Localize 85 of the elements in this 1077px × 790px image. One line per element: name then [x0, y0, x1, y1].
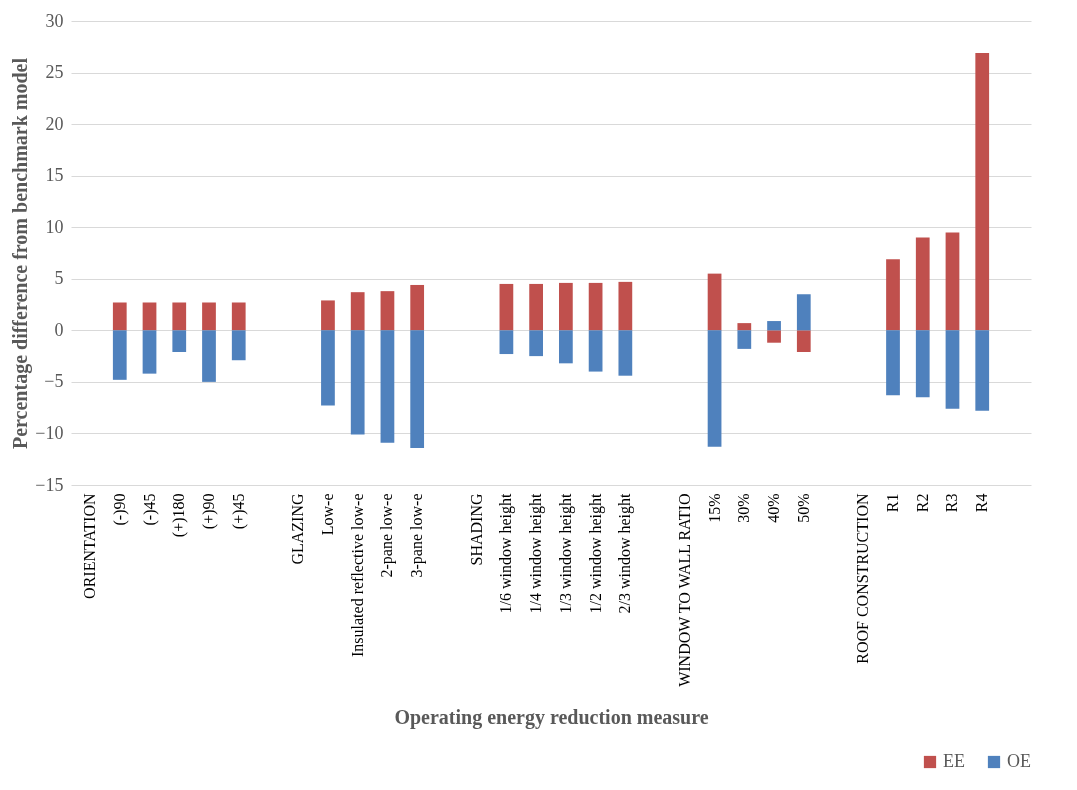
- bar: [321, 300, 335, 331]
- bar: [231, 330, 246, 361]
- bar: [380, 330, 395, 443]
- bar: [410, 330, 425, 448]
- x-tick-label: (+)180: [170, 493, 189, 538]
- y-tick-label: 5: [54, 268, 64, 289]
- bar: [707, 330, 722, 447]
- bar: [767, 321, 781, 331]
- bar: [529, 283, 544, 331]
- bar: [172, 330, 187, 352]
- x-tick-label: Insulated reflective low-e: [348, 493, 366, 657]
- bar: [499, 330, 514, 355]
- bar: [945, 232, 960, 331]
- y-axis-title: Percentage difference from benchmark model: [9, 57, 33, 450]
- y-tick-label: −10: [35, 422, 64, 443]
- x-tick-label: 3-pane low-e: [408, 493, 427, 578]
- legend-label: EE: [943, 751, 965, 771]
- y-tick-label: 15: [45, 165, 64, 186]
- bar: [588, 330, 603, 372]
- y-tick-label: 25: [45, 62, 64, 83]
- bar: [796, 294, 811, 331]
- x-tick-label: (-)90: [110, 493, 129, 526]
- bar: [172, 302, 187, 331]
- y-tick-label: 10: [45, 216, 64, 237]
- y-tick-label: −15: [35, 474, 64, 495]
- x-tick-label: 1/2 window height: [586, 492, 605, 614]
- bar: [499, 283, 514, 331]
- x-tick-label: 50%: [794, 493, 812, 523]
- bar: [618, 281, 633, 331]
- x-tick-label: 40%: [765, 493, 783, 523]
- bar: [112, 330, 127, 380]
- bar: [886, 330, 900, 396]
- x-tick-label: WINDOW TO WALL RATIO: [675, 493, 693, 687]
- bar: [142, 302, 157, 331]
- x-tick-label: 2/3 window height: [616, 492, 635, 614]
- x-tick-label: 2-pane low-e: [378, 493, 397, 578]
- x-tick-label: 1/6 window height: [497, 492, 516, 614]
- bar: [707, 273, 722, 331]
- bar: [767, 330, 781, 343]
- bar: [410, 284, 425, 331]
- bar: [529, 330, 544, 357]
- x-tick-label: 15%: [705, 493, 723, 523]
- bar: [142, 330, 157, 374]
- bar: [202, 330, 216, 382]
- bar: [886, 259, 900, 331]
- x-tick-label: ORIENTATION: [81, 493, 99, 599]
- y-tick-label: −5: [44, 371, 64, 392]
- bar: [796, 330, 811, 352]
- x-tick-label: (+)90: [199, 493, 218, 530]
- x-tick-label: Low-e: [318, 493, 336, 536]
- y-tick-label: 0: [54, 319, 64, 340]
- bar: [975, 52, 990, 331]
- y-tick-label: 20: [45, 113, 64, 134]
- x-axis-title: Operating energy reduction measure: [394, 705, 709, 729]
- bar: [618, 330, 633, 376]
- x-tick-label: 1/4 window height: [527, 492, 546, 614]
- bar: [112, 302, 127, 331]
- bar: [231, 302, 246, 331]
- y-tick-label: 30: [45, 10, 64, 31]
- x-tick-label: 1/3 window height: [556, 492, 575, 614]
- bar: [915, 330, 930, 398]
- bar: [558, 330, 573, 364]
- bar: [202, 302, 216, 331]
- bar: [737, 330, 752, 349]
- bar: [915, 237, 930, 331]
- x-tick-label: 30%: [735, 493, 753, 523]
- bar: [945, 330, 960, 409]
- bar: [975, 330, 990, 411]
- bar: [321, 330, 335, 406]
- x-tick-label: ROOF CONSTRUCTION: [854, 493, 872, 664]
- bar: [350, 330, 365, 435]
- legend-label: OE: [1007, 751, 1031, 771]
- x-tick-label: R1: [884, 493, 902, 513]
- bar: [380, 291, 395, 331]
- bar: [737, 323, 752, 331]
- bar: [350, 292, 365, 331]
- x-tick-label: R4: [973, 493, 991, 513]
- x-tick-label: (+)45: [229, 493, 248, 530]
- x-tick-label: (-)45: [140, 493, 159, 526]
- bar: [588, 282, 603, 331]
- x-tick-label: R2: [913, 493, 931, 513]
- x-tick-label: SHADING: [467, 493, 485, 566]
- x-tick-label: GLAZING: [289, 493, 307, 565]
- x-tick-label: R3: [943, 493, 961, 513]
- bar: [558, 282, 573, 331]
